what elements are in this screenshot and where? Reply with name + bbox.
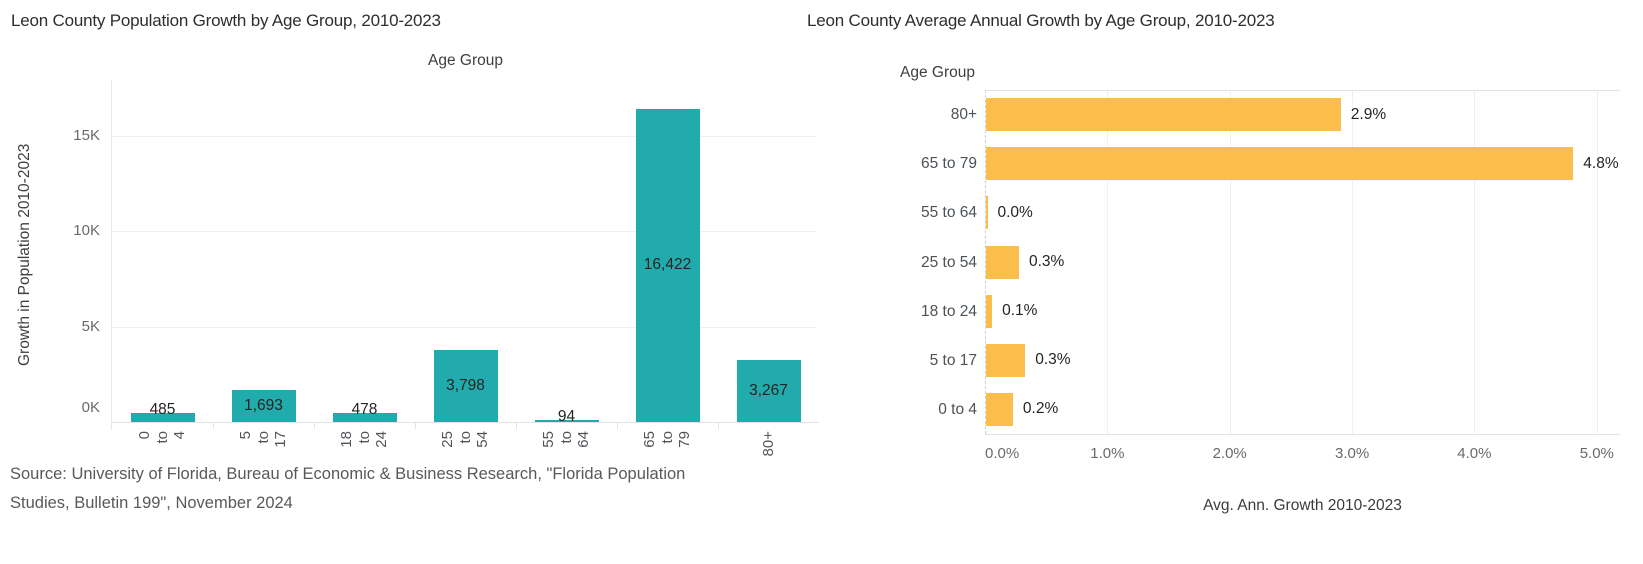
gridline bbox=[1596, 90, 1598, 434]
bar-value-label: 0.2% bbox=[1022, 400, 1059, 418]
y-axis-line bbox=[111, 80, 112, 430]
plot-top-border bbox=[985, 90, 1620, 91]
category-tick bbox=[718, 422, 719, 429]
bar-80[interactable] bbox=[986, 98, 1341, 132]
category-label-word: to bbox=[153, 431, 171, 444]
category-label-word: 65 bbox=[640, 431, 658, 448]
bar-value-label: 0.3% bbox=[1035, 351, 1071, 369]
gridline bbox=[112, 135, 815, 137]
y-tick-label: 5K bbox=[81, 317, 100, 335]
x-axis-title: Avg. Ann. Growth 2010-2023 bbox=[1203, 497, 1402, 514]
bar-80[interactable] bbox=[736, 359, 801, 422]
category-label: 0 to 4 bbox=[112, 431, 213, 444]
category-label-word: to bbox=[557, 431, 575, 444]
category-tick bbox=[516, 422, 517, 429]
category-label: 80+ bbox=[950, 106, 977, 124]
gridline bbox=[112, 231, 815, 233]
bar-5-to-17[interactable] bbox=[986, 343, 1026, 377]
x-tick-label: 5.0% bbox=[1579, 445, 1614, 462]
x-tick-label: 3.0% bbox=[1334, 445, 1370, 462]
category-label: 0 to 4 bbox=[938, 400, 977, 418]
bar-65-to-79[interactable] bbox=[986, 147, 1574, 181]
category-tick bbox=[415, 422, 416, 429]
category-label-word: to bbox=[658, 431, 676, 444]
y-tick-label: 10K bbox=[73, 222, 100, 240]
chart-title: Leon County Average Annual Growth by Age… bbox=[807, 11, 1275, 30]
x-tick-label: 2.0% bbox=[1212, 445, 1247, 462]
y-tick-label: 0K bbox=[81, 399, 100, 416]
category-label: 5 to 17 bbox=[213, 431, 314, 448]
category-label-word: 24 bbox=[373, 431, 391, 448]
source-note: Source: University of Florida, Bureau of… bbox=[10, 460, 810, 518]
x-axis-header: Age Group bbox=[428, 52, 503, 69]
category-label: 18 to 24 bbox=[314, 431, 415, 448]
x-tick-label: 0.0% bbox=[985, 445, 1020, 462]
bar-25-to-54[interactable] bbox=[433, 349, 498, 422]
category-label: 65 to 79 bbox=[617, 431, 718, 448]
category-label-word: 79 bbox=[676, 431, 694, 448]
y-axis-header: Age Group bbox=[900, 64, 975, 81]
bar-18-to-24[interactable] bbox=[986, 294, 993, 328]
bar-value-label: 2.9% bbox=[1350, 105, 1387, 123]
chart-title: Leon County Population Growth by Age Gro… bbox=[11, 11, 441, 30]
category-label-word: 80+ bbox=[759, 431, 777, 457]
category-tick bbox=[617, 422, 618, 429]
bar-value-label: 485 bbox=[149, 400, 176, 418]
bar-value-label: 0.3% bbox=[1029, 253, 1065, 270]
category-label: 55 to 64 bbox=[920, 204, 977, 222]
bar-value-label: 0.1% bbox=[1002, 302, 1038, 320]
gridline bbox=[1474, 90, 1476, 434]
category-label: 25 to 54 bbox=[920, 253, 977, 271]
category-label: 65 to 79 bbox=[920, 155, 977, 173]
bar-value-label: 4.8% bbox=[1583, 154, 1619, 172]
gridline bbox=[1229, 90, 1231, 434]
category-label: 18 to 24 bbox=[920, 302, 977, 320]
gridline bbox=[1107, 90, 1109, 434]
bar-0-to-4[interactable] bbox=[130, 412, 195, 422]
category-label-word: 25 bbox=[438, 431, 456, 448]
category-tick bbox=[314, 422, 315, 429]
gridline bbox=[1352, 90, 1354, 434]
category-label-word: 5 bbox=[236, 431, 254, 440]
category-label-word: 54 bbox=[474, 431, 492, 448]
category-label-word: 4 bbox=[171, 431, 189, 440]
category-label-word: 17 bbox=[272, 431, 290, 448]
gridline bbox=[112, 326, 815, 328]
bar-value-label: 1,693 bbox=[244, 396, 283, 414]
x-tick-label: 4.0% bbox=[1457, 445, 1492, 462]
category-label: 5 to 17 bbox=[929, 351, 977, 369]
category-label: 55 to 64 bbox=[516, 431, 617, 448]
category-label-word: 0 bbox=[135, 431, 153, 440]
y-tick-label: 15K bbox=[73, 126, 100, 144]
bar-18-to-24[interactable] bbox=[332, 412, 397, 422]
bar-65-to-79[interactable] bbox=[635, 108, 700, 422]
bar-value-label: 3,267 bbox=[749, 381, 788, 399]
bar-value-label: 478 bbox=[351, 400, 378, 418]
bar-value-label: 3,798 bbox=[446, 376, 485, 394]
bar-value-label: 94 bbox=[557, 408, 576, 425]
bar-value-label: 0.0% bbox=[997, 203, 1033, 221]
zero-axis-line bbox=[985, 90, 986, 434]
category-label: 80+ bbox=[718, 431, 819, 456]
category-label-word: to bbox=[355, 431, 373, 444]
x-tick-label: 1.0% bbox=[1090, 445, 1125, 462]
bar-0-to-4[interactable] bbox=[986, 392, 1013, 426]
bar-5-to-17[interactable] bbox=[231, 389, 296, 422]
category-label-word: 64 bbox=[575, 431, 593, 448]
category-label-word: 18 bbox=[337, 431, 355, 448]
source-line-1: Source: University of Florida, Bureau of… bbox=[10, 465, 686, 483]
x-axis-baseline bbox=[111, 422, 819, 423]
bar-value-label: 16,422 bbox=[643, 256, 692, 274]
category-label-word: to bbox=[456, 431, 474, 444]
bar-25-to-54[interactable] bbox=[986, 245, 1019, 279]
bar-55-to-64[interactable] bbox=[986, 196, 988, 230]
category-label-word: 55 bbox=[539, 431, 557, 448]
category-label-word: to bbox=[254, 431, 272, 444]
plot-bottom-border bbox=[985, 434, 1620, 435]
source-line-2: Studies, Bulletin 199", November 2024 bbox=[10, 494, 293, 512]
bar-55-to-64[interactable] bbox=[534, 420, 599, 422]
category-tick bbox=[213, 422, 214, 429]
category-label: 25 to 54 bbox=[415, 431, 516, 448]
